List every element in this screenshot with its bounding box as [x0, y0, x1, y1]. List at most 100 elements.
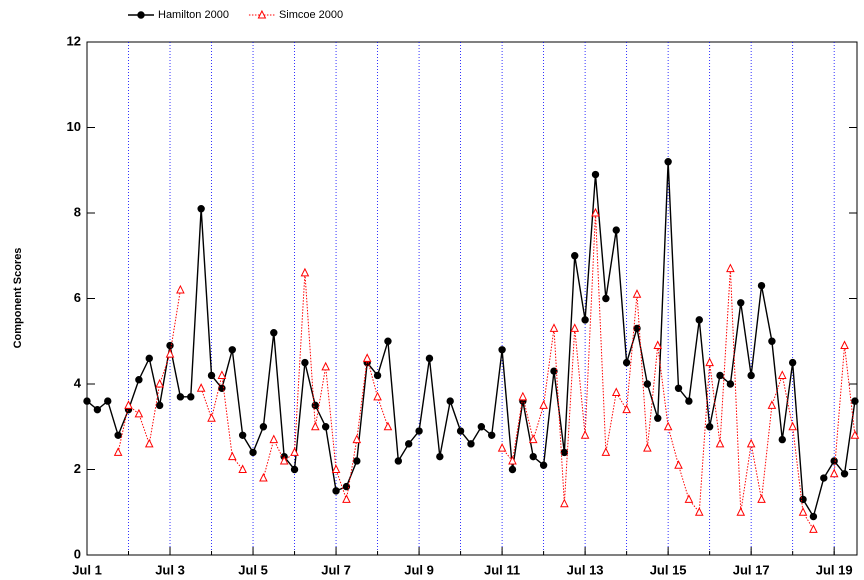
data-point: [788, 421, 797, 431]
data-point: [508, 455, 517, 465]
data-point: [715, 438, 725, 448]
data-point: [165, 348, 175, 358]
data-point: [518, 391, 528, 401]
data-point: [104, 397, 112, 405]
data-point: [228, 346, 236, 354]
data-point: [311, 401, 320, 410]
data-point: [425, 354, 434, 363]
data-point: [498, 346, 506, 354]
x-tick-label: Jul 11: [484, 562, 520, 577]
y-tick-label: 6: [74, 290, 81, 305]
data-point: [373, 391, 382, 401]
data-point: [694, 507, 704, 516]
data-point: [290, 465, 299, 474]
data-point: [840, 340, 849, 350]
data-point: [279, 455, 289, 465]
data-point: [217, 370, 227, 379]
y-tick-label: 4: [74, 375, 82, 390]
data-point: [829, 468, 839, 478]
data-point: [259, 472, 268, 482]
data-point: [113, 447, 123, 456]
data-point: [632, 289, 642, 298]
x-tick-label: Jul 19: [816, 562, 853, 577]
data-point: [207, 371, 216, 380]
y-axis-label: Component Scores: [12, 248, 24, 349]
data-point: [726, 380, 735, 388]
data-point: [601, 447, 611, 456]
data-point: [788, 358, 797, 367]
data-point: [851, 397, 859, 405]
data-point: [612, 226, 620, 234]
data-point: [768, 337, 776, 345]
data-point: [705, 423, 714, 431]
data-point: [571, 252, 579, 260]
data-point: [290, 447, 299, 456]
data-point: [331, 464, 341, 473]
data-point: [415, 427, 423, 435]
data-point: [798, 507, 808, 516]
x-tick-label: Jul 1: [72, 562, 102, 577]
data-point: [716, 371, 724, 380]
data-point: [549, 323, 559, 332]
data-point: [850, 430, 860, 439]
data-point: [736, 507, 746, 516]
data-point: [310, 421, 320, 431]
data-point: [581, 316, 589, 324]
data-point: [300, 267, 310, 277]
data-point: [539, 461, 548, 469]
x-tick-label: Jul 9: [404, 562, 434, 577]
data-point: [830, 457, 838, 465]
legend-label: Hamilton 2000: [158, 9, 229, 21]
x-tick-label: Jul 3: [155, 562, 185, 577]
data-point: [238, 431, 247, 439]
data-point: [384, 337, 392, 345]
data-point: [654, 414, 662, 422]
x-tick-label: Jul 17: [733, 562, 770, 577]
data-point: [155, 378, 164, 388]
data-point: [685, 397, 693, 405]
data-point: [114, 431, 122, 439]
data-point: [124, 400, 133, 409]
data-point: [269, 434, 279, 444]
data-point: [591, 170, 600, 179]
data-point: [155, 401, 164, 410]
data-point: [695, 316, 703, 324]
data-point: [249, 448, 257, 457]
data-point: [187, 393, 195, 401]
y-tick-label: 0: [74, 546, 81, 561]
series-line: [117, 212, 856, 530]
data-point: [301, 358, 309, 367]
data-point: [643, 443, 652, 452]
data-point: [726, 263, 735, 273]
legend-label: Simcoe 2000: [279, 9, 343, 21]
data-point: [332, 487, 340, 495]
y-tick-label: 12: [67, 33, 81, 48]
data-point: [93, 405, 102, 414]
data-point: [342, 494, 351, 503]
data-point: [353, 457, 361, 465]
data-point: [352, 434, 362, 444]
data-point: [746, 438, 756, 448]
data-point: [664, 158, 672, 166]
data-point: [467, 440, 475, 448]
data-point: [777, 370, 787, 379]
data-point: [321, 361, 330, 371]
series-line: [86, 161, 856, 519]
data-point: [394, 457, 403, 465]
data-point: [570, 323, 580, 332]
data-point: [362, 353, 372, 362]
data-point: [176, 284, 185, 294]
data-point: [778, 435, 786, 444]
data-point: [321, 423, 330, 431]
data-point: [207, 413, 216, 422]
data-point: [674, 384, 683, 392]
data-point: [135, 376, 143, 384]
data-point: [757, 494, 766, 503]
data-point: [539, 400, 548, 409]
data-point: [591, 207, 600, 217]
data-point: [580, 430, 590, 439]
data-point: [383, 421, 393, 431]
data-point: [373, 371, 382, 380]
data-point: [757, 281, 766, 290]
data-point: [622, 404, 631, 414]
